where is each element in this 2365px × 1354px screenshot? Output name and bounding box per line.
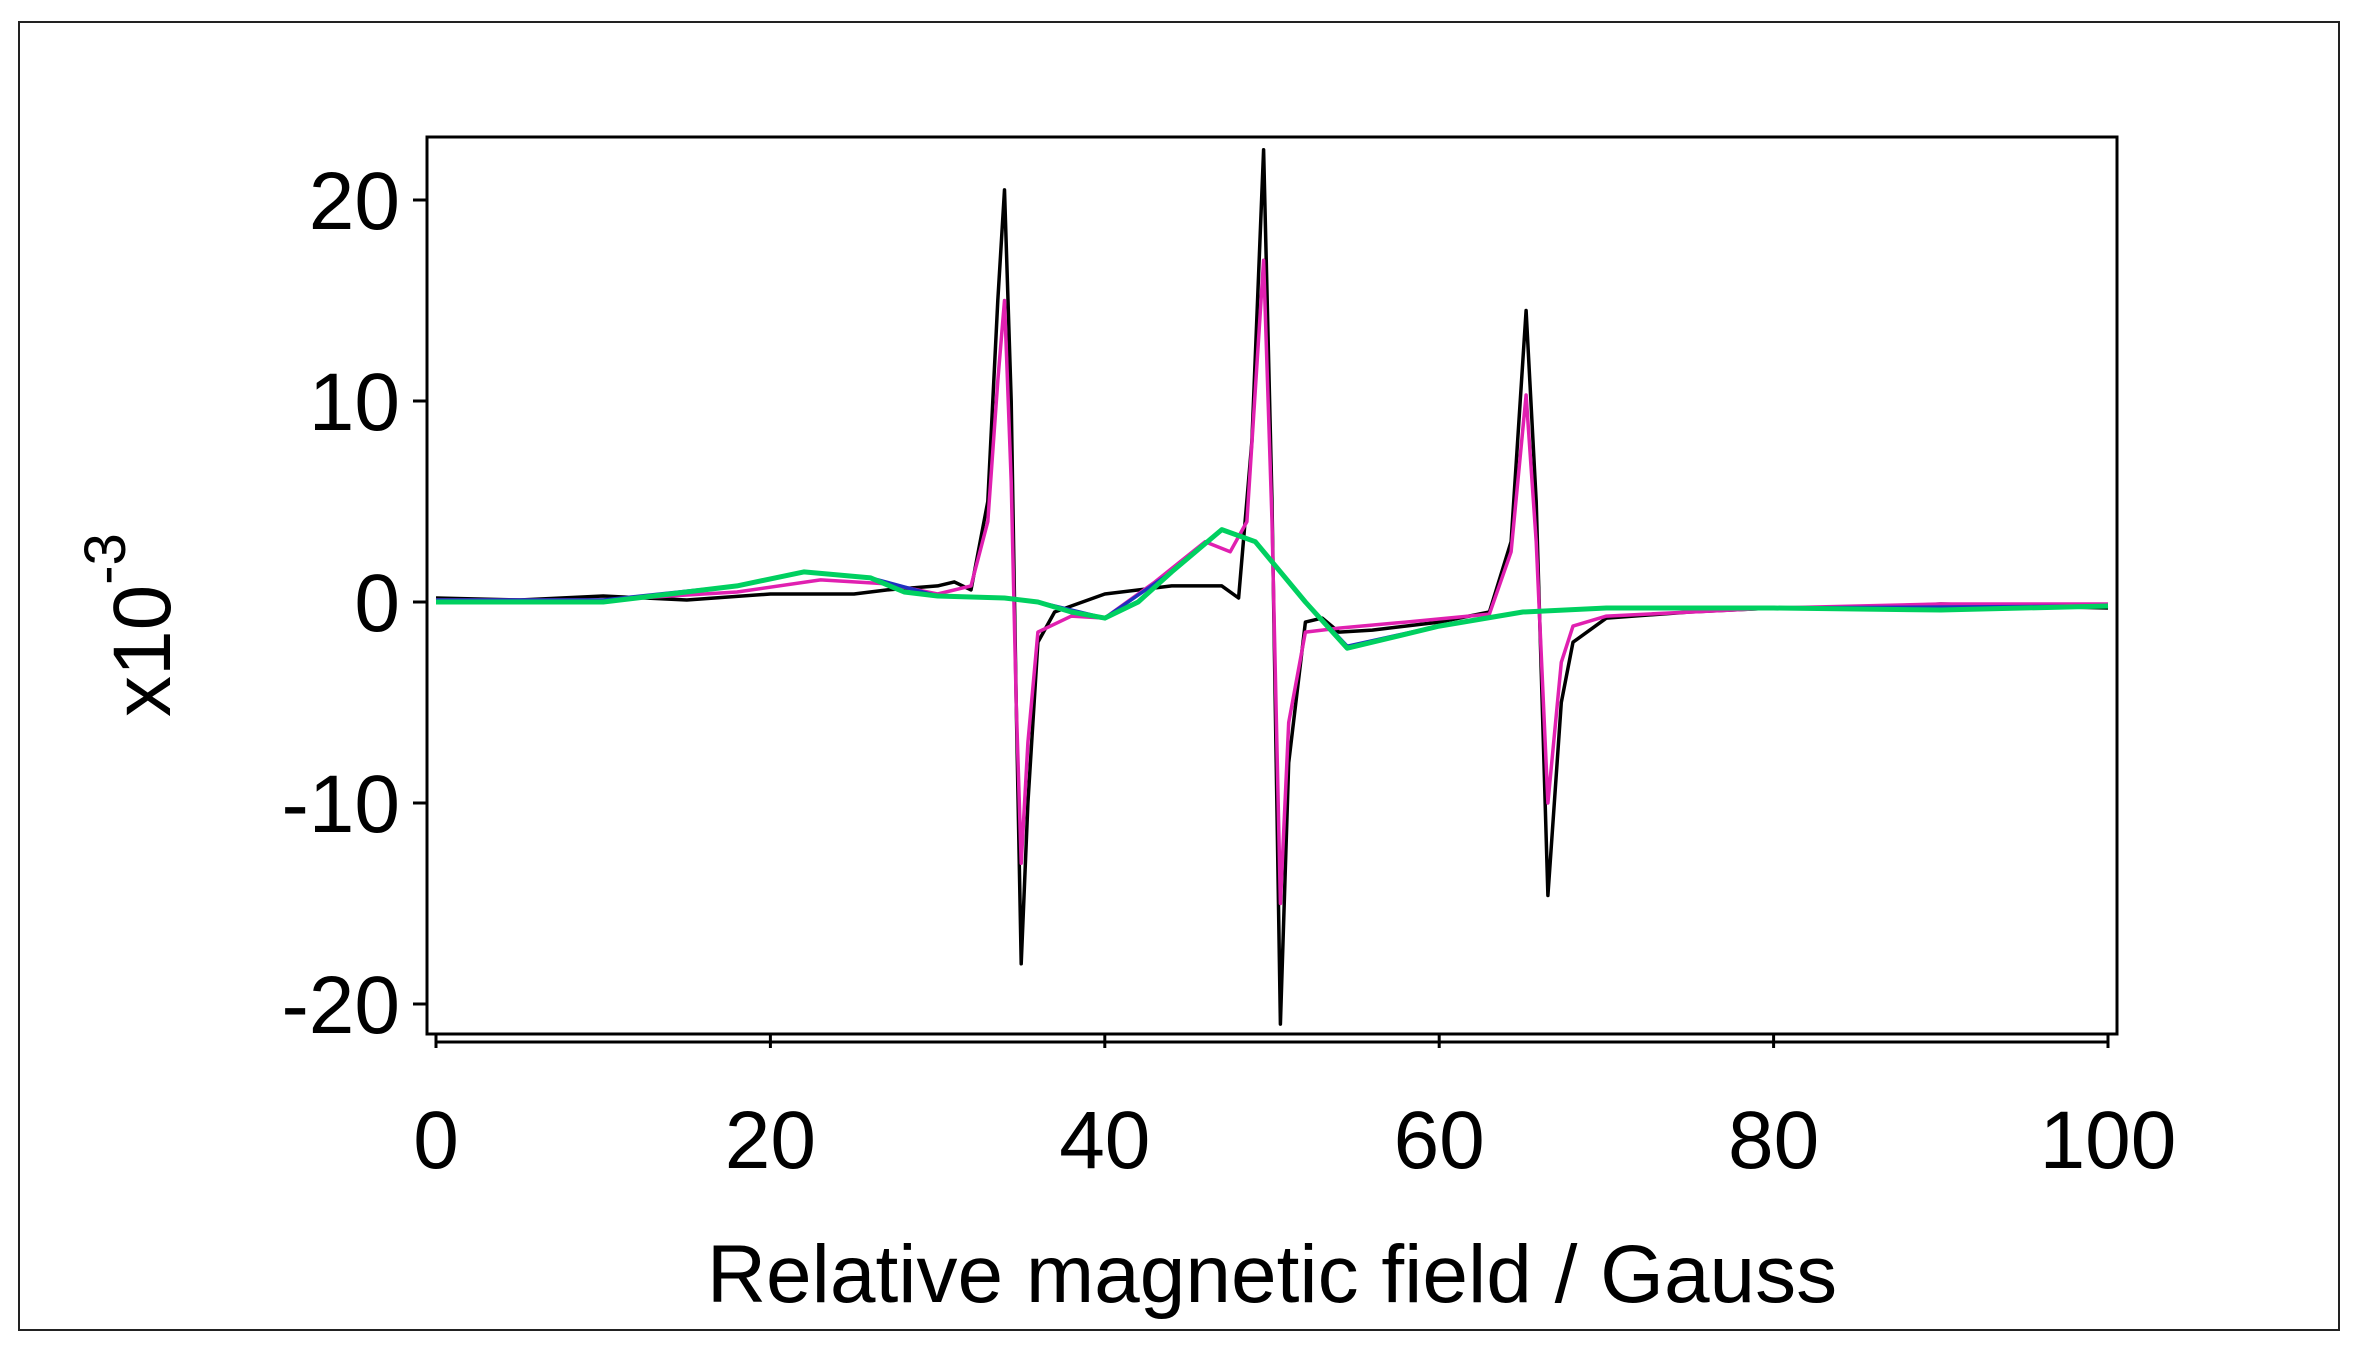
y-axis-exponent: -3 xyxy=(73,533,138,585)
x-tick-label: 40 xyxy=(1059,1095,1150,1186)
figure-border xyxy=(18,21,2340,1331)
y-axis-title-base: x10 xyxy=(97,585,188,717)
plot-frame xyxy=(425,135,2119,1036)
x-tick-label: 80 xyxy=(1728,1095,1819,1186)
series-line-4 xyxy=(436,527,2109,651)
y-axis-title: x10-3 xyxy=(73,533,188,717)
y-tick-label: -10 xyxy=(281,759,400,850)
y-tick-label: 20 xyxy=(309,156,400,247)
x-tick-label: 20 xyxy=(725,1095,816,1186)
series-line-2 xyxy=(436,258,2108,906)
x-tick-label: 0 xyxy=(413,1095,459,1186)
y-tick-label: 10 xyxy=(309,357,400,448)
y-tick-label: 0 xyxy=(354,558,400,649)
y-tick-label: -20 xyxy=(281,960,400,1051)
x-tick-label: 60 xyxy=(1394,1095,1485,1186)
x-tick-label: 100 xyxy=(2040,1095,2177,1186)
x-axis-title: Relative magnetic field / Gauss xyxy=(707,1229,1837,1320)
